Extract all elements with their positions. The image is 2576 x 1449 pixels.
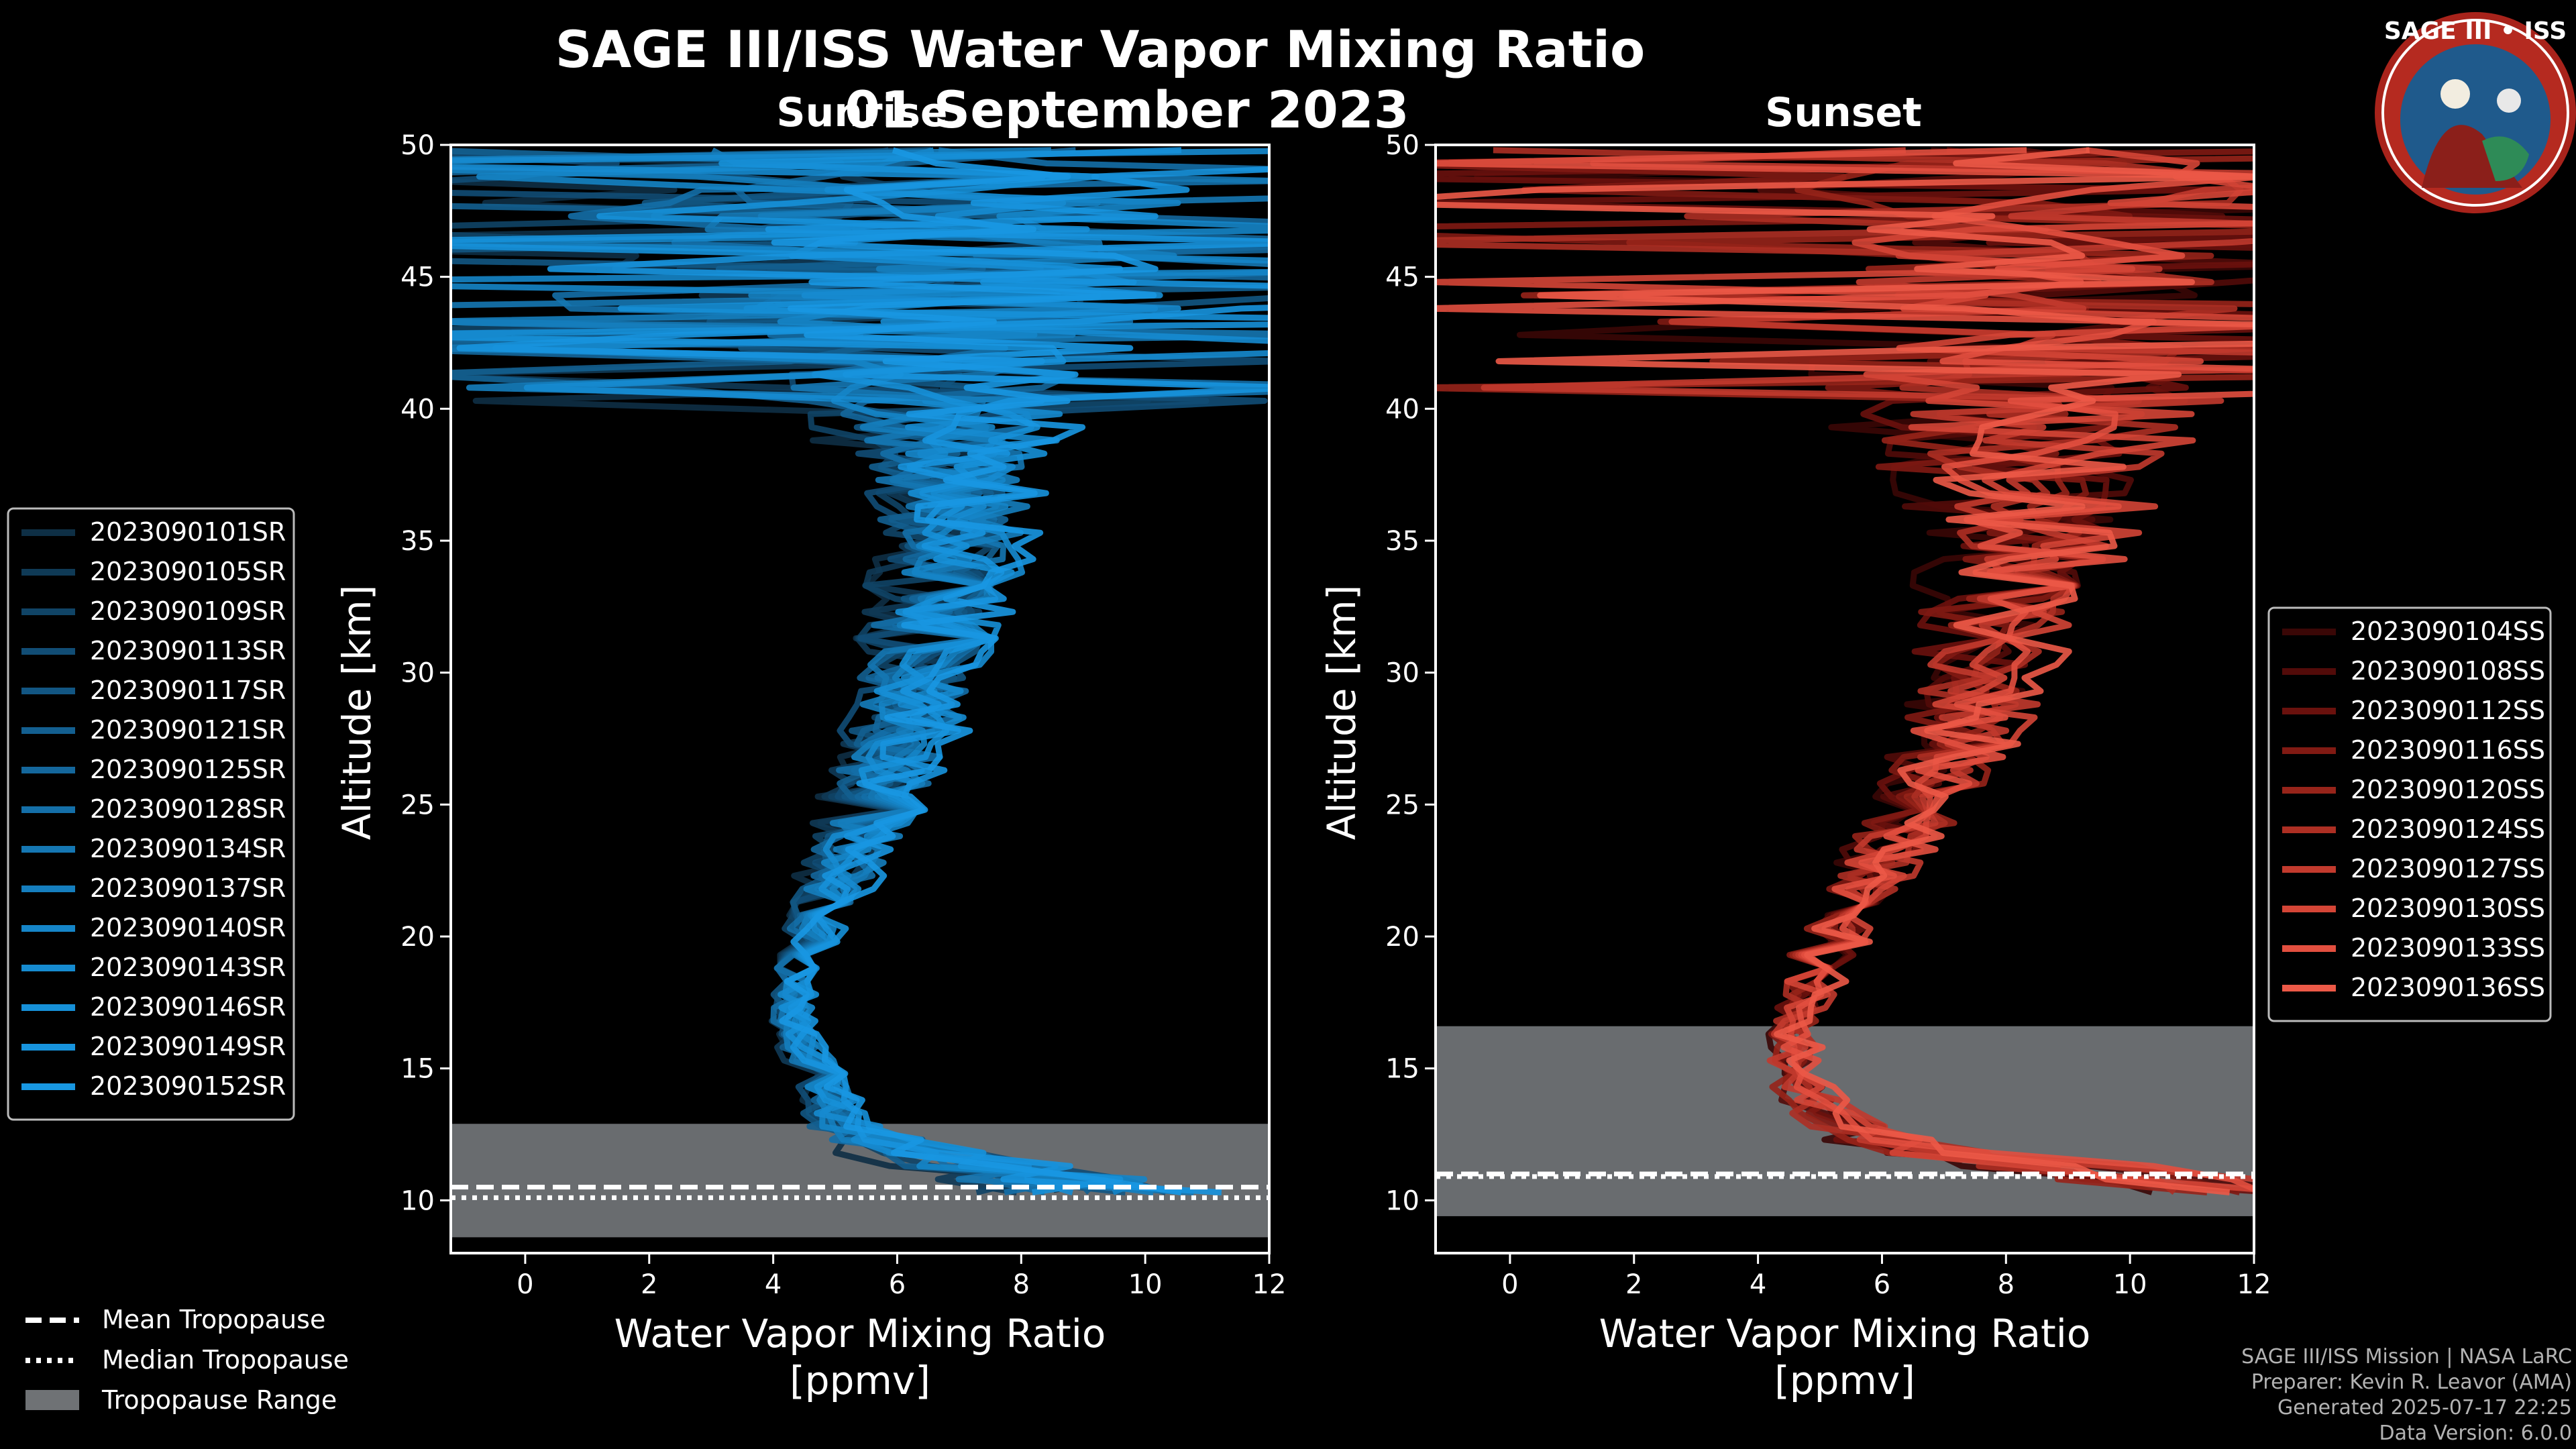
y-tick-label: 15	[1385, 1054, 1419, 1085]
legend-frame	[7, 507, 295, 1121]
legend-entry: 2023090109SR	[90, 596, 286, 626]
sunrise-panel-title: Sunrise	[776, 89, 947, 136]
y-tick-label: 25	[1385, 790, 1419, 820]
legend-entry: 2023090108SS	[2351, 656, 2545, 686]
profile-line	[451, 147, 1269, 1195]
y-tick-label: 30	[400, 658, 435, 689]
x-tick-label: 8	[1998, 1269, 2015, 1300]
y-tick-label: 30	[1385, 658, 1419, 689]
y-tick-label: 45	[1385, 262, 1419, 293]
legend-entry: Mean Tropopause	[102, 1305, 325, 1334]
tropopause-legend: Mean Tropopause Median Tropopause Tropopau…	[25, 1305, 349, 1415]
x-axis-label: Water Vapor Mixing Ratio	[1599, 1311, 2091, 1356]
legend-entry: 2023090149SR	[90, 1032, 286, 1061]
legend-entry: 2023090121SR	[90, 715, 286, 745]
sunrise-legend: 2023090101SR 2023090105SR 2023090109SR 2023…	[7, 507, 295, 1121]
y-tick-label: 15	[400, 1054, 435, 1085]
legend-entry: 2023090105SR	[90, 557, 286, 586]
legend-entry: 2023090124SS	[2351, 814, 2545, 844]
sunset-panel-title: Sunset	[1765, 89, 1922, 136]
x-tick-label: 2	[1625, 1269, 1642, 1300]
footer-version: Data Version: 6.0.0	[2379, 1421, 2572, 1445]
legend-range-swatch	[25, 1390, 79, 1410]
legend-entry: 2023090133SS	[2351, 933, 2545, 963]
legend-entry: 2023090130SS	[2351, 894, 2545, 923]
legend-entry: 2023090128SR	[90, 794, 286, 824]
x-tick-label: 4	[765, 1269, 782, 1300]
axes-frame	[1434, 144, 2255, 1254]
legend-entry: 2023090127SS	[2351, 854, 2545, 883]
legend-entry: 2023090120SS	[2351, 775, 2545, 804]
legend-entry: 2023090140SR	[90, 913, 286, 943]
legend-entry: 2023090117SR	[90, 676, 286, 705]
legend-entry: 2023090112SS	[2351, 696, 2545, 725]
sunrise-panel: 0 2 4 6 8 10 12 10 15 20 25 30 35 40 45 50 Water Vapor M…	[334, 130, 1287, 1403]
profile-line	[451, 147, 1269, 1195]
legend-entry: 2023090104SS	[2351, 616, 2545, 646]
sunset-panel: 0 2 4 6 8 10 12 10 15 20 25 30 35 40 45 50 Water Vapor M…	[1319, 130, 2271, 1403]
footer-generated: Generated 2025-07-17 22:25	[2277, 1396, 2572, 1419]
y-axis-label: Altitude [km]	[1319, 585, 1364, 840]
x-axis-unit: [ppmv]	[790, 1358, 930, 1403]
mission-logo: SAGE III • ISS	[2375, 12, 2576, 213]
profile-line	[456, 166, 1269, 1195]
x-tick-label: 4	[1750, 1269, 1766, 1300]
sunset-legend: 2023090104SS 2023090108SS 2023090112SS 2023…	[2267, 606, 2552, 1022]
x-tick-label: 10	[1128, 1269, 1163, 1300]
axes-frame	[449, 144, 1271, 1254]
footer: SAGE III/ISS Mission | NASA LaRC Prepare…	[2241, 1344, 2572, 1446]
x-axis-unit: [ppmv]	[1774, 1358, 1915, 1403]
y-tick-label: 10	[400, 1185, 435, 1216]
legend-entry: 2023090136SS	[2351, 973, 2545, 1002]
y-tick-label: 35	[1385, 526, 1419, 557]
x-tick-label: 0	[1501, 1269, 1518, 1300]
legend-entry: 2023090116SS	[2351, 735, 2545, 765]
profile-line	[771, 147, 1182, 1195]
plot-area	[451, 147, 1269, 1238]
legend-frame	[2267, 606, 2552, 1022]
y-tick-label: 45	[400, 262, 435, 293]
y-tick-label: 50	[1385, 130, 1419, 161]
x-tick-label: 12	[2237, 1269, 2271, 1300]
y-tick-label: 20	[400, 922, 435, 953]
legend-entry: 2023090152SR	[90, 1071, 286, 1101]
legend-entry: 2023090143SR	[90, 953, 286, 982]
y-tick-label: 50	[400, 130, 435, 161]
profile-line	[1436, 147, 2254, 1193]
footer-preparer: Preparer: Kevin R. Leavor (AMA)	[2251, 1371, 2572, 1394]
legend-entry: 2023090134SR	[90, 834, 286, 863]
y-tick-label: 10	[1385, 1185, 1419, 1216]
x-tick-label: 2	[641, 1269, 657, 1300]
legend-entry: 2023090146SR	[90, 992, 286, 1022]
profile-line	[1436, 147, 2254, 1195]
y-tick-label: 40	[400, 394, 435, 425]
y-axis-label: Altitude [km]	[334, 585, 380, 840]
y-tick-label: 35	[400, 526, 435, 557]
x-tick-label: 0	[517, 1269, 533, 1300]
legend-entry: Median Tropopause	[102, 1345, 349, 1375]
x-tick-label: 8	[1013, 1269, 1030, 1300]
x-tick-label: 6	[889, 1269, 906, 1300]
legend-entry: 2023090125SR	[90, 755, 286, 784]
legend-entry: 2023090137SR	[90, 873, 286, 903]
logo-text: SAGE III • ISS	[2384, 17, 2567, 45]
y-tick-label: 25	[400, 790, 435, 820]
x-axis-label: Water Vapor Mixing Ratio	[614, 1311, 1106, 1356]
figure-date: 01 September 2023	[845, 80, 1409, 140]
figure-title: SAGE III/ISS Water Vapor Mixing Ratio	[555, 19, 1646, 79]
x-tick-label: 12	[1252, 1269, 1287, 1300]
legend-entry: Tropopause Range	[101, 1385, 337, 1415]
x-tick-label: 10	[2113, 1269, 2147, 1300]
x-tick-label: 6	[1874, 1269, 1890, 1300]
y-tick-label: 20	[1385, 922, 1419, 953]
plot-area	[1436, 147, 2254, 1216]
y-tick-label: 40	[1385, 394, 1419, 425]
legend-entry: 2023090113SR	[90, 636, 286, 665]
footer-mission: SAGE III/ISS Mission | NASA LaRC	[2241, 1345, 2572, 1368]
legend-entry: 2023090101SR	[90, 517, 286, 547]
